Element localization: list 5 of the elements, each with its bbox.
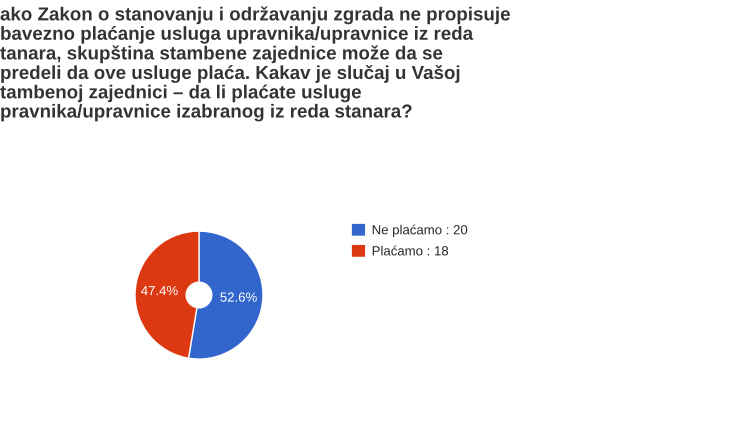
legend-label: Plaćamo : 18 bbox=[372, 246, 448, 256]
legend-label: Ne plaćamo : 20 bbox=[372, 224, 468, 238]
chart-title: ako Zakon o stanovanju i održavanju zgrada ne propisuje bavezno plaćanje usluga upravnika/upravnice iz reda tanara, skupština stambene zajednice može da se predeli da ove usluge plaća. Kakav je slučaj u Vašoj tambenoj zajednici – da li plaćate usluge pravnika/upravnice izabranog iz reda stanara? bbox=[0, 6, 510, 122]
data-label: 52.6% bbox=[220, 292, 257, 302]
data-label: 47.4% bbox=[141, 286, 178, 296]
